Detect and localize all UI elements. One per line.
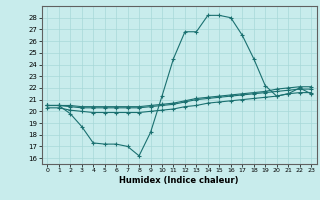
X-axis label: Humidex (Indice chaleur): Humidex (Indice chaleur) [119, 176, 239, 185]
